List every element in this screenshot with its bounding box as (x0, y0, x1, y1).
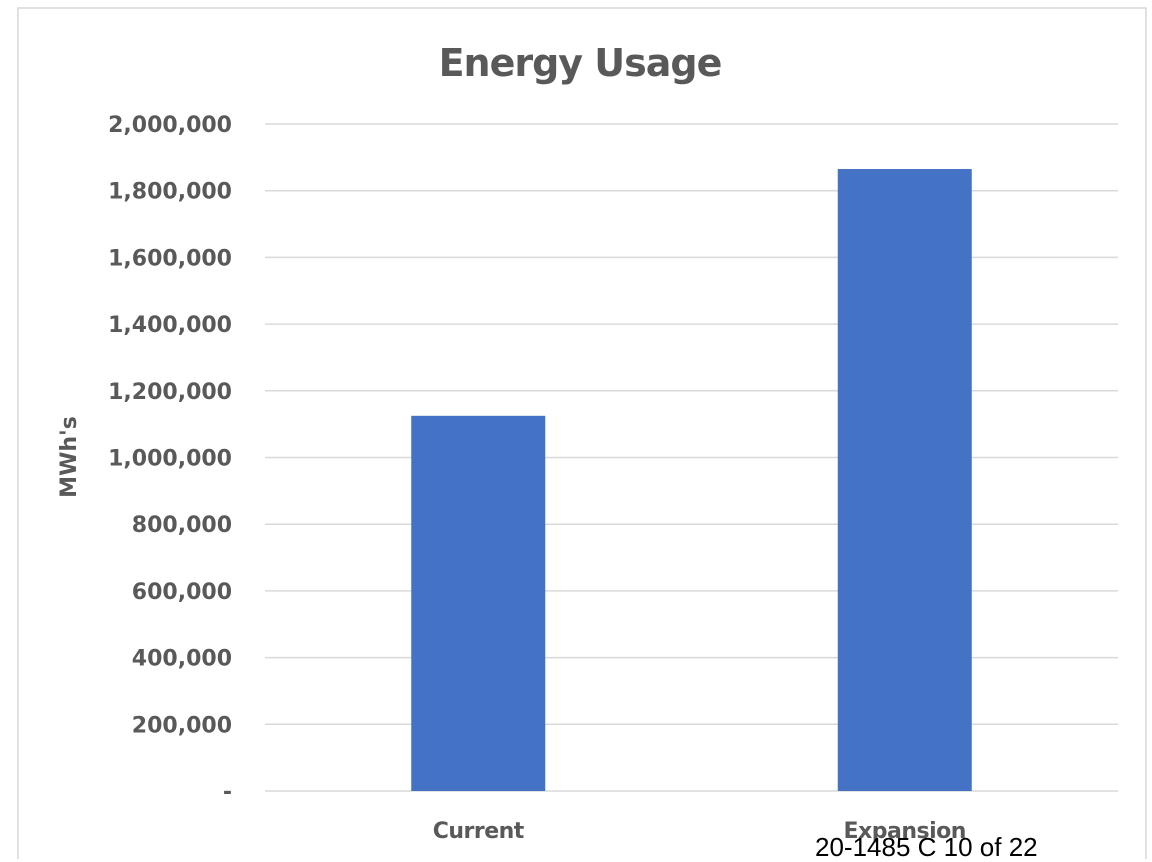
y-tick-label: 1,400,000 (108, 313, 232, 338)
y-tick-label: 600,000 (132, 580, 232, 605)
y-tick-label: 2,000,000 (108, 113, 232, 138)
bar-expansion (837, 169, 972, 791)
x-axis-ticks: Current Expansion (433, 819, 967, 844)
y-axis-ticks: - 200,000 400,000 600,000 800,000 1,000,000 1,… (108, 113, 232, 805)
y-tick-label: 1,800,000 (108, 180, 232, 205)
y-tick-label: 200,000 (132, 713, 232, 738)
y-tick-label: 1,600,000 (108, 246, 232, 271)
x-tick-label: Current (433, 819, 525, 844)
y-axis-title: MWh's (57, 416, 82, 498)
bars (411, 169, 972, 791)
chart-title: Energy Usage (439, 41, 722, 85)
y-tick-label: 1,000,000 (108, 447, 232, 472)
chart-border (17, 7, 1147, 859)
page-stamp: 20-1485 C 10 of 22 (815, 832, 1038, 862)
y-tick-label: 400,000 (132, 647, 232, 672)
y-tick-label: 800,000 (132, 513, 232, 538)
gridlines (265, 123, 1118, 792)
y-tick-label: 1,200,000 (108, 380, 232, 405)
x-tick-label: Expansion (844, 819, 966, 844)
y-tick-label: - (223, 780, 232, 805)
bar-current (411, 415, 546, 791)
